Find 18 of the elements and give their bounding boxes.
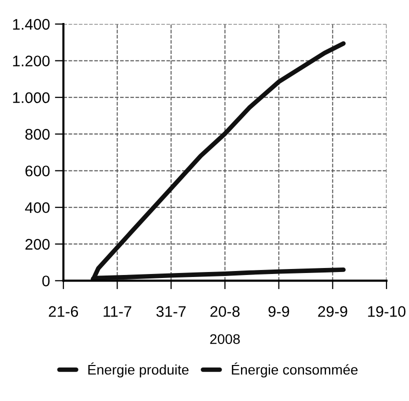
x-tick-label: 21-6: [48, 306, 78, 317]
x-tick-label: 11-7: [104, 306, 132, 317]
x-tick-label: 19-10: [368, 306, 406, 317]
y-tick-label: 0: [42, 276, 50, 286]
x-axis-title: 2008: [210, 334, 240, 344]
y-tick-label: 1.200: [13, 56, 50, 66]
y-tick-label: 1.400: [13, 18, 50, 30]
y-tick-label: 800: [25, 128, 50, 140]
y-tick-label: 400: [25, 202, 50, 214]
y-tick-label: 1.000: [13, 92, 50, 104]
legend-label: Énergie produite: [88, 362, 189, 378]
x-tick-label: 31-7: [156, 306, 186, 317]
legend-label: Énergie consommée: [232, 362, 358, 378]
x-tick-label: 9-9: [268, 306, 290, 317]
y-tick-label: 200: [25, 238, 50, 250]
y-tick-label: 600: [25, 166, 50, 176]
x-tick-label: 29-9: [318, 306, 348, 317]
x-tick-label: 20-8: [210, 306, 240, 317]
